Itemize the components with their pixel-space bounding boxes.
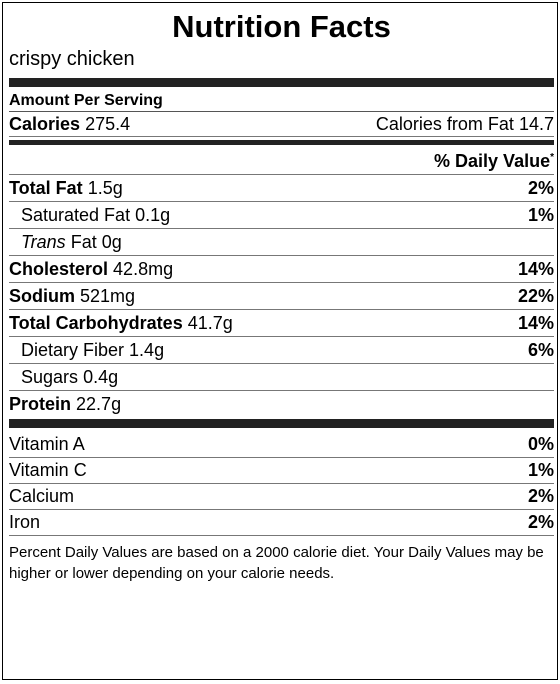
vitamin-label: Vitamin C <box>9 460 87 480</box>
cholesterol-dv: 14% <box>517 259 554 279</box>
footnote: Percent Daily Values are based on a 2000… <box>9 544 544 582</box>
trans-fat-amount: 0g <box>101 232 122 252</box>
protein-label: Protein <box>9 394 72 414</box>
daily-value-header-text: % Daily Value <box>434 151 551 171</box>
trans-fat-label-italic: Trans <box>21 232 66 252</box>
sodium-label: Sodium <box>9 286 75 306</box>
label-title: Nutrition Facts <box>172 9 391 44</box>
calories-from-fat-cell: Calories from Fat 14.7 <box>376 112 554 136</box>
total-carbs-amount: 41.7g <box>187 313 233 333</box>
trans-fat-row: Trans Fat 0g <box>9 229 554 256</box>
total-carbs-dv: 14% <box>517 313 554 333</box>
amount-per-serving: Amount Per Serving <box>9 91 554 112</box>
total-fat-label: Total Fat <box>9 178 83 198</box>
vitamin-label: Iron <box>9 512 41 532</box>
total-carbs-label: Total Carbohydrates <box>9 313 183 333</box>
dietary-fiber-label: Dietary Fiber <box>21 340 125 360</box>
food-name: crispy chicken <box>9 48 135 70</box>
thick-divider <box>9 78 554 87</box>
total-fat-row: Total Fat 1.5g 2% <box>9 175 554 202</box>
protein-row: Protein 22.7g <box>9 391 554 417</box>
cholesterol-row: Cholesterol 42.8mg 14% <box>9 256 554 283</box>
total-fat-dv: 2% <box>527 178 554 198</box>
medium-divider <box>9 140 554 145</box>
total-fat-amount: 1.5g <box>87 178 123 198</box>
sodium-row: Sodium 521mg 22% <box>9 283 554 310</box>
vitamin-row: Vitamin A 0% <box>9 432 554 458</box>
vitamin-row: Vitamin C 1% <box>9 458 554 484</box>
saturated-fat-label: Saturated Fat <box>21 205 131 225</box>
calories-row: Calories 275.4 Calories from Fat 14.7 <box>9 112 554 137</box>
vitamin-label: Calcium <box>9 486 75 506</box>
vitamin-dv: 2% <box>527 512 554 532</box>
cholesterol-amount: 42.8mg <box>113 259 174 279</box>
dietary-fiber-dv: 6% <box>527 340 554 360</box>
sugars-row: Sugars 0.4g <box>9 364 554 391</box>
vitamin-dv: 2% <box>527 486 554 506</box>
vitamin-dv: 0% <box>527 434 554 454</box>
vitamin-dv: 1% <box>527 460 554 480</box>
calories-from-fat-value: 14.7 <box>518 114 554 134</box>
cholesterol-label: Cholesterol <box>9 259 109 279</box>
vitamin-row: Calcium 2% <box>9 484 554 510</box>
sodium-dv: 22% <box>517 286 554 306</box>
daily-value-header: % Daily Value* <box>9 145 554 175</box>
trans-fat-label: Fat <box>70 232 97 252</box>
thick-divider <box>9 419 554 428</box>
calories-cell: Calories 275.4 <box>9 112 130 136</box>
saturated-fat-row: Saturated Fat 0.1g 1% <box>9 202 554 229</box>
calories-from-fat-label: Calories from Fat <box>375 114 514 134</box>
calories-value: 275.4 <box>85 114 131 134</box>
daily-value-marker: * <box>550 152 554 163</box>
calories-label: Calories <box>9 114 81 134</box>
sugars-label: Sugars <box>21 367 79 387</box>
vitamin-label: Vitamin A <box>9 434 85 454</box>
vitamin-row: Iron 2% <box>9 510 554 536</box>
protein-amount: 22.7g <box>76 394 122 414</box>
saturated-fat-dv: 1% <box>527 205 554 225</box>
sodium-amount: 521mg <box>80 286 136 306</box>
dietary-fiber-row: Dietary Fiber 1.4g 6% <box>9 337 554 364</box>
saturated-fat-amount: 0.1g <box>135 205 171 225</box>
dietary-fiber-amount: 1.4g <box>129 340 165 360</box>
total-carbs-row: Total Carbohydrates 41.7g 14% <box>9 310 554 337</box>
sugars-amount: 0.4g <box>83 367 119 387</box>
